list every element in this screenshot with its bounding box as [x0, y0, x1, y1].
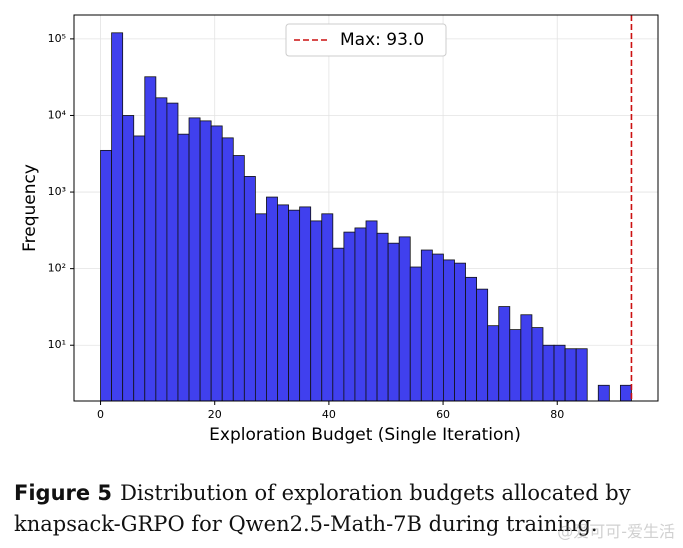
bar — [376, 232, 389, 402]
bar — [597, 384, 610, 402]
bar — [277, 204, 289, 402]
bar — [542, 344, 555, 402]
y-tick-label: 10³ — [48, 185, 66, 198]
bar — [409, 266, 422, 402]
bar — [431, 253, 444, 402]
bar — [487, 325, 500, 402]
bar — [420, 249, 433, 402]
bar — [266, 196, 278, 402]
x-tick-label: 40 — [322, 408, 336, 421]
plot-frame — [73, 14, 659, 402]
bar — [454, 262, 466, 402]
bar — [299, 206, 312, 402]
bar — [498, 306, 511, 402]
watermark: @爱可可-爱生活 — [557, 522, 675, 541]
bar — [476, 288, 489, 402]
legend-label: Max: 93.0 — [340, 30, 424, 50]
bar — [288, 209, 301, 402]
bar — [564, 348, 577, 402]
bar — [531, 327, 544, 402]
y-tick-label: 10¹ — [48, 338, 66, 351]
bar — [155, 97, 168, 402]
chart: Exploration Budget (Single Iteration) Fr… — [20, 14, 659, 445]
legend-box — [285, 23, 447, 57]
bar — [619, 384, 632, 402]
caption-label: Figure 5 — [14, 481, 113, 505]
bar — [232, 155, 245, 402]
bar — [553, 344, 566, 402]
bar — [243, 176, 256, 402]
bar — [144, 76, 157, 402]
x-axis-label: Exploration Budget (Single Iteration) — [209, 425, 521, 445]
x-tick-label: 0 — [97, 408, 104, 421]
bar — [354, 227, 367, 402]
y-tick-label: 10² — [48, 262, 66, 275]
bar — [210, 125, 223, 402]
x-tick-label: 20 — [208, 408, 222, 421]
bar — [254, 213, 267, 402]
bar — [310, 220, 323, 402]
bar — [133, 135, 146, 402]
y-tick-label: 10⁵ — [48, 32, 66, 45]
x-tick-label: 80 — [550, 408, 564, 421]
bar — [321, 213, 334, 402]
caption: Figure 5 Distribution of exploration budg… — [14, 478, 674, 540]
bar — [398, 236, 411, 402]
bar — [122, 115, 135, 402]
bar — [177, 133, 190, 402]
bar — [332, 247, 345, 402]
bar — [520, 314, 533, 402]
bar — [343, 231, 356, 402]
bar — [166, 102, 179, 402]
bar — [100, 149, 113, 402]
x-tick-label: 60 — [436, 408, 450, 421]
bar — [199, 120, 212, 402]
bar — [365, 220, 378, 402]
caption-text: Distribution of exploration budgets allo… — [14, 481, 631, 536]
bar — [443, 259, 455, 402]
y-tick-label: 10⁴ — [48, 108, 67, 121]
bar — [111, 32, 124, 402]
bar — [509, 329, 522, 402]
bar — [387, 242, 400, 402]
bar — [465, 276, 478, 402]
bar — [221, 137, 234, 402]
bar — [188, 117, 201, 402]
y-axis-label: Frequency — [20, 164, 40, 252]
bar — [575, 348, 588, 402]
